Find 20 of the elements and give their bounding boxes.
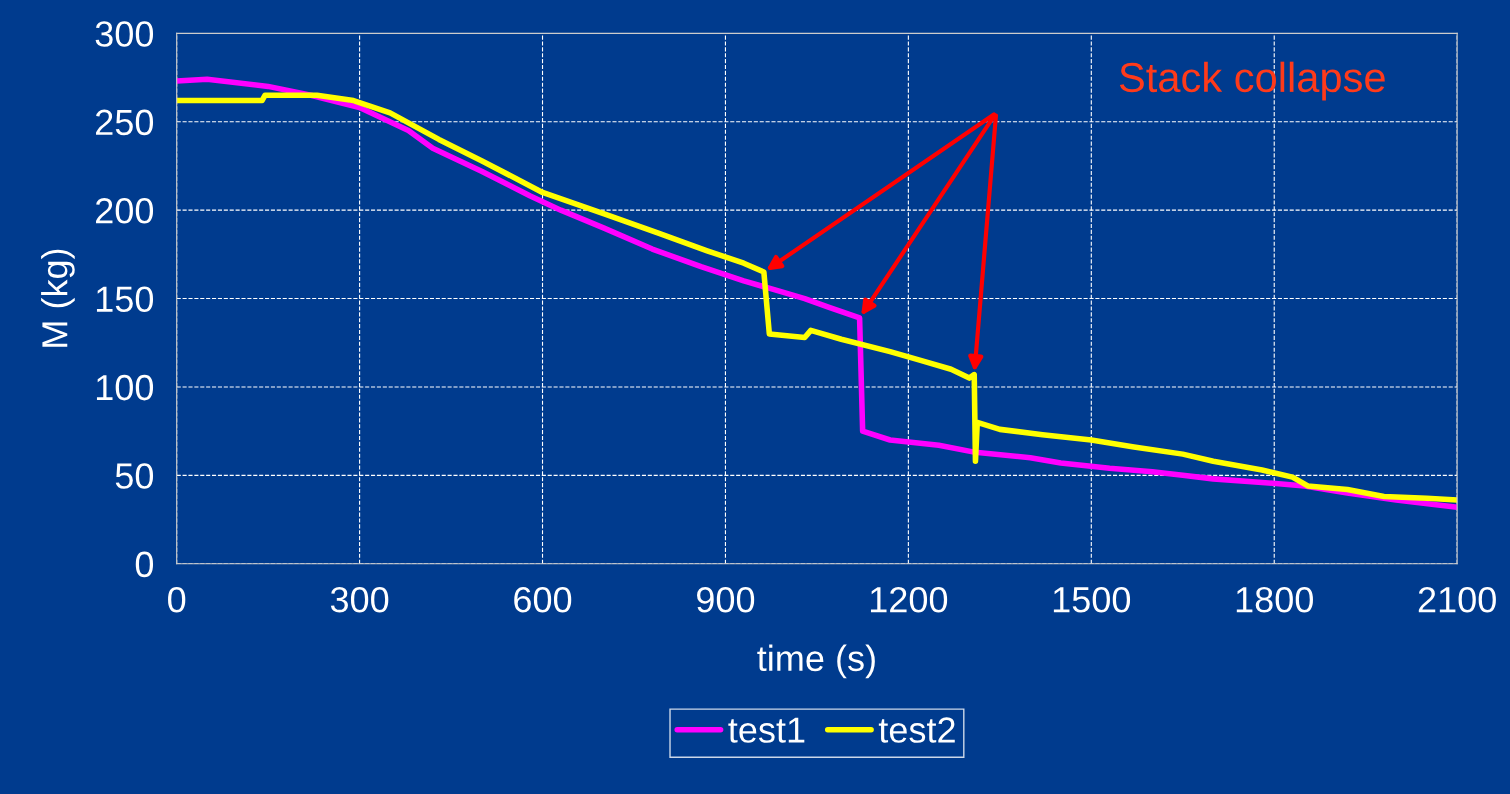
y-tick-label: 150 (96, 286, 154, 312)
legend-label: test2 (878, 717, 955, 743)
x-tick-label: 1800 (1236, 586, 1313, 613)
y-tick-label: 50 (115, 463, 154, 489)
y-axis-title: M (kg) (41, 249, 75, 347)
y-tick-label: 200 (96, 198, 154, 224)
x-tick-label: 900 (697, 586, 755, 613)
annotation: Stack collapse (1119, 61, 1385, 101)
x-axis-title: time (s) (757, 644, 875, 679)
x-tick-label: 0 (168, 586, 186, 613)
x-tick-label: 600 (514, 586, 572, 613)
x-tick-label: 1500 (1053, 586, 1131, 613)
x-tick-label: 1200 (870, 586, 948, 613)
x-tick-label: 300 (330, 586, 389, 613)
y-tick-label: 300 (95, 21, 154, 47)
y-tick-label: 0 (135, 551, 154, 578)
legend-label: test1 (728, 717, 805, 743)
y-tick-label: 250 (96, 109, 154, 136)
x-tick-label: 2100 (1418, 586, 1496, 613)
y-tick-label: 100 (96, 374, 154, 401)
